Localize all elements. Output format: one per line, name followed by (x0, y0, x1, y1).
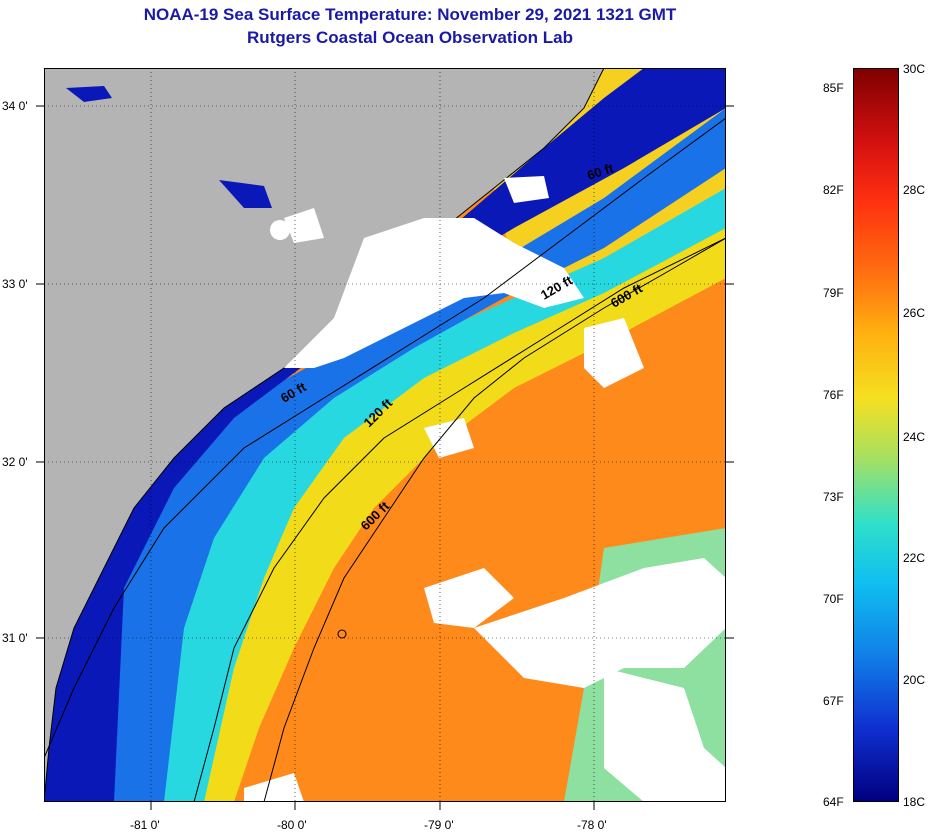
isobath-60ft (44, 117, 726, 759)
longitude-label: -81 0' (130, 818, 160, 832)
colorbar-f-label: 79F (823, 286, 844, 300)
colorbar-c-label: 26C (903, 306, 926, 320)
graticule (44, 68, 726, 802)
colorbar-f-label: 82F (823, 183, 844, 197)
longitude-label: -80 0' (277, 818, 307, 832)
inland-lake (219, 180, 272, 208)
colorbar-f-label: 70F (823, 592, 844, 606)
colorbar-c-label: 30C (903, 62, 926, 76)
colorbar-c-label: 22C (903, 551, 926, 565)
shelf-cyan (44, 188, 726, 802)
temperature-colorbar (853, 68, 899, 802)
latitude-label: 34 0' (2, 99, 28, 113)
longitude-label: -78 0' (577, 818, 607, 832)
isobath-120ft (193, 237, 726, 802)
colorbar-c-label: 24C (903, 430, 926, 444)
coastline (44, 68, 605, 802)
longitude-label: -79 0' (424, 818, 454, 832)
colorbar-f-label: 85F (823, 81, 844, 95)
colorbar-f-label: 67F (823, 694, 844, 708)
latitude-label: 33 0' (2, 277, 28, 291)
inland-lake (66, 86, 112, 102)
land (44, 68, 604, 802)
colorbar-f-label: 73F (823, 490, 844, 504)
clouds (244, 176, 726, 802)
colorbar-c-label: 28C (903, 183, 926, 197)
colorbar-f-label: 76F (823, 388, 844, 402)
map-subtitle: Rutgers Coastal Ocean Observation Lab (247, 28, 573, 47)
latitude-label: 31 0' (2, 631, 28, 645)
sst-map: 60 ft 120 ft 600 ft 60 ft 120 ft 600 ft (44, 68, 726, 802)
isobath-600ft (263, 237, 726, 802)
station-marker (337, 629, 347, 639)
colorbar-c-label: 20C (903, 673, 926, 687)
latitude-label: 32 0' (2, 455, 28, 469)
map-title: NOAA-19 Sea Surface Temperature: Novembe… (143, 5, 677, 24)
colorbar-f-label: 64F (823, 795, 844, 809)
colorbar-c-label: 18C (903, 795, 926, 809)
